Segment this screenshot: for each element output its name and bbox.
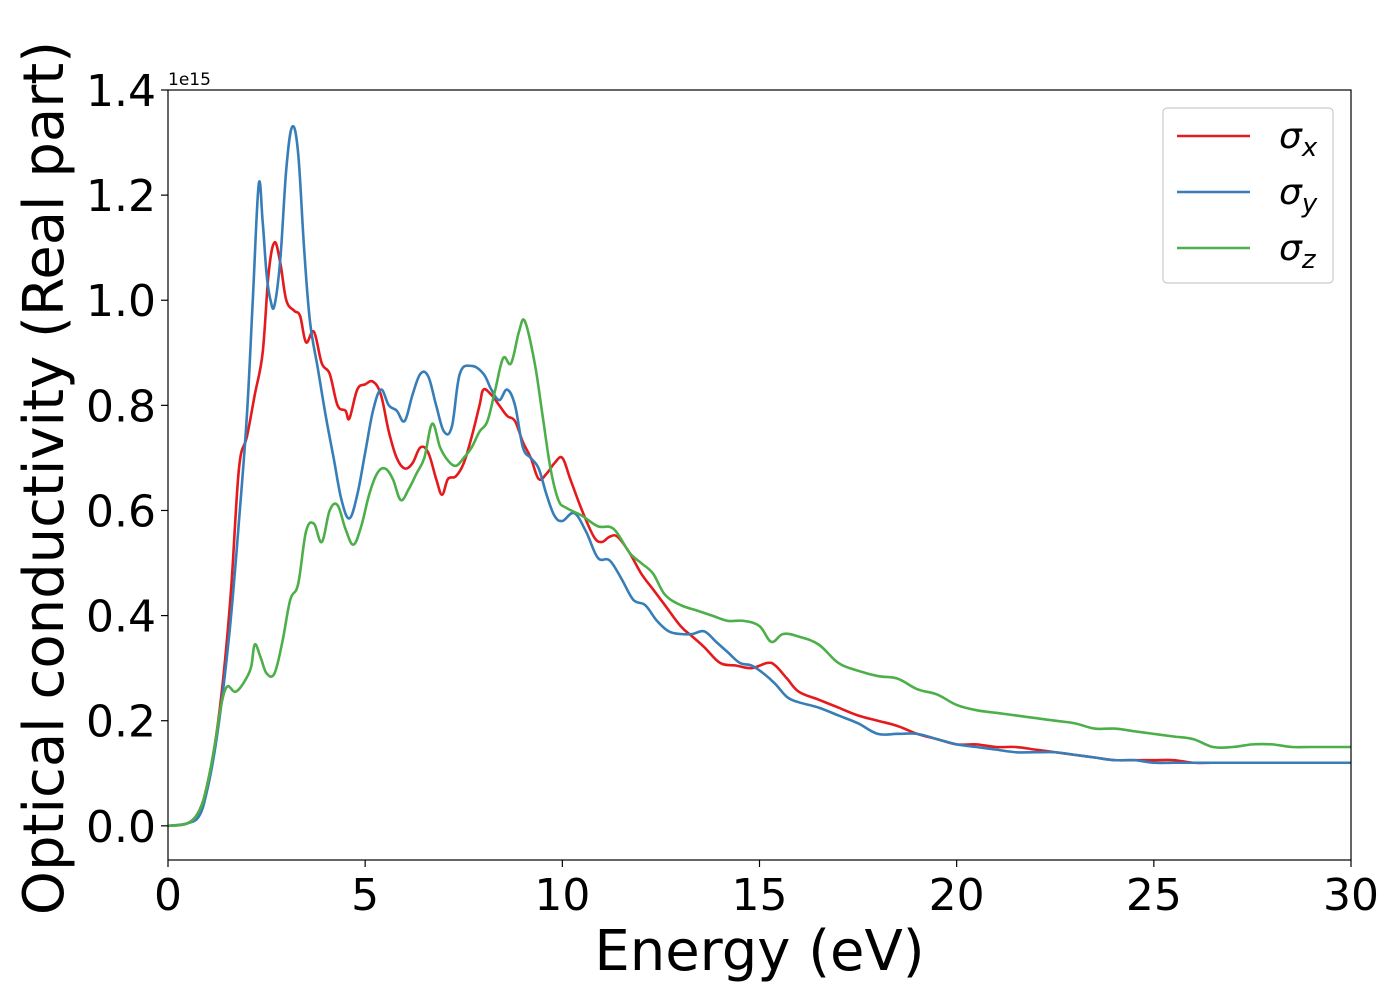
y-tick-label: 0.0 (86, 802, 156, 853)
legend-label-z: σz (1279, 228, 1317, 275)
y-offset-label: 1e15 (168, 70, 211, 90)
series-line-y (167, 124, 1351, 828)
series-layer (167, 124, 1351, 828)
legend-box (1162, 107, 1334, 284)
y-tick-label: 0.2 (86, 697, 156, 748)
y-tick-label: 0.8 (86, 381, 156, 432)
y-tick-label: 1.0 (86, 276, 156, 327)
y-axis: 0.0 0.2 0.4 0.6 0.8 1.0 1.2 1.4 (86, 66, 168, 853)
legend: σx σy σz (1162, 107, 1334, 284)
legend-label-x: σx (1279, 116, 1318, 163)
y-axis-label: Optical conductivity (Real part) (12, 41, 77, 915)
x-tick-label: 5 (351, 870, 379, 921)
x-tick-label: 30 (1323, 870, 1379, 921)
x-tick-label: 20 (929, 870, 985, 921)
x-axis-label: Energy (eV) (594, 919, 924, 984)
x-tick-label: 10 (534, 870, 590, 921)
y-tick-label: 0.4 (86, 592, 156, 643)
x-tick-label: 0 (154, 870, 182, 921)
series-line-x (167, 241, 1351, 828)
y-tick-label: 1.4 (86, 66, 156, 117)
x-tick-label: 15 (732, 870, 788, 921)
x-axis: 0 5 10 15 20 25 30 (154, 860, 1379, 921)
y-tick-label: 1.2 (86, 171, 156, 222)
x-tick-label: 25 (1126, 870, 1182, 921)
y-tick-label: 0.6 (86, 486, 156, 537)
series-line-z (167, 318, 1351, 828)
legend-label-y: σy (1279, 172, 1318, 219)
